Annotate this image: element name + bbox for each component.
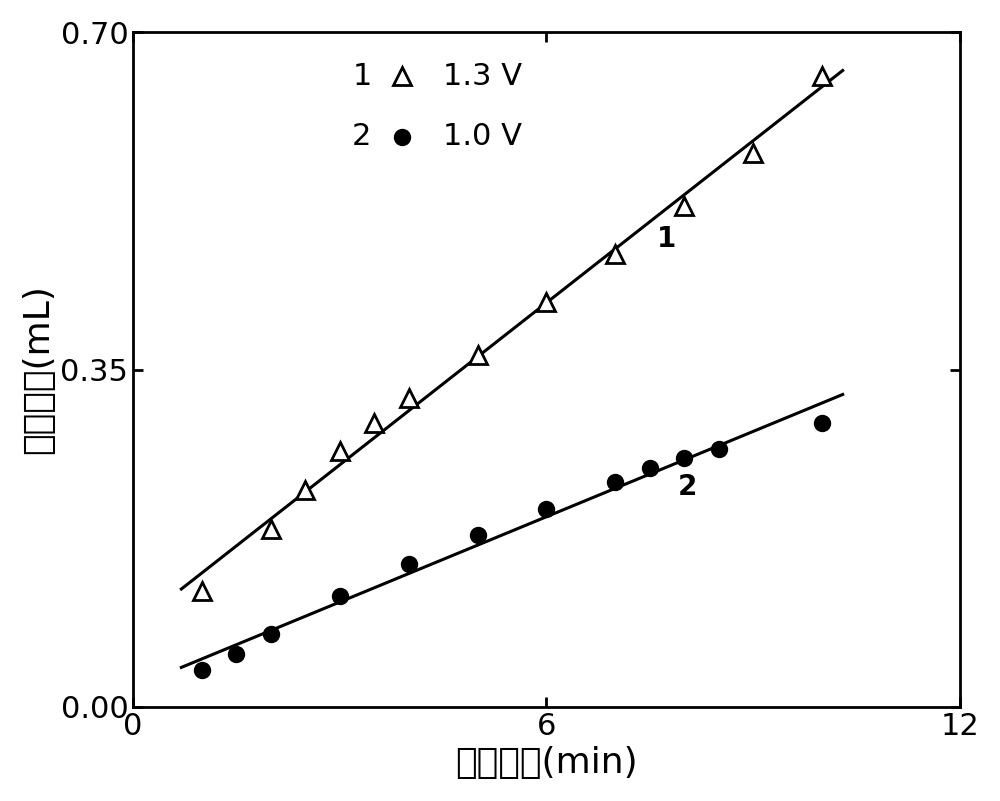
Text: 2: 2 — [352, 123, 372, 151]
Text: 1.0 V: 1.0 V — [443, 123, 522, 151]
Y-axis label: 氯气体积(mL): 氯气体积(mL) — [21, 284, 55, 454]
Text: 1.3 V: 1.3 V — [443, 62, 522, 91]
X-axis label: 反应时间(min): 反应时间(min) — [455, 747, 638, 780]
Text: 2: 2 — [677, 473, 697, 501]
Text: 1: 1 — [657, 225, 676, 253]
Text: 1: 1 — [352, 62, 372, 91]
